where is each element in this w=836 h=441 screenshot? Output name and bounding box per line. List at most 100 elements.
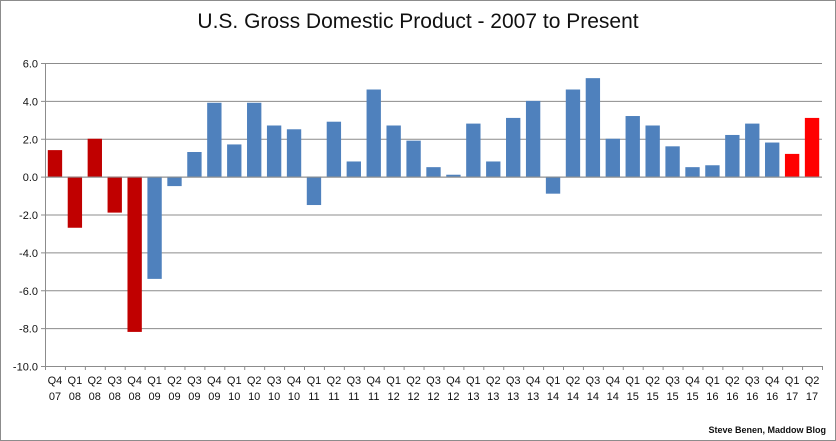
x-tick-label-quarter: Q2 [247, 375, 262, 387]
bar [665, 146, 680, 177]
x-tick-label-year: 13 [507, 391, 519, 403]
x-tick-label-quarter: Q4 [48, 375, 63, 387]
bar [426, 167, 441, 177]
x-tick-label-quarter: Q4 [446, 375, 461, 387]
x-tick-label-quarter: Q2 [486, 375, 501, 387]
x-tick-label-year: 14 [607, 391, 619, 403]
bar [266, 125, 282, 177]
bar-series [47, 78, 820, 332]
bar [227, 144, 242, 177]
y-tick-label: -8.0 [19, 324, 38, 336]
bar [87, 138, 102, 177]
chart-title: U.S. Gross Domestic Product - 2007 to Pr… [197, 10, 639, 33]
x-tick-label-year: 10 [288, 391, 300, 403]
bar [765, 142, 780, 177]
bar [784, 153, 800, 177]
x-tick-label-year: 10 [228, 391, 240, 403]
x-tick-label-year: 13 [467, 391, 479, 403]
x-tick-label-quarter: Q4 [207, 375, 222, 387]
bar [705, 165, 720, 177]
x-tick-label-year: 07 [49, 391, 61, 403]
bar [147, 176, 162, 279]
bar [47, 150, 63, 177]
bar [406, 140, 421, 177]
x-tick-label-quarter: Q3 [107, 375, 122, 387]
x-tick-label-quarter: Q1 [625, 375, 640, 387]
bar [645, 125, 660, 177]
bar [506, 117, 521, 177]
x-tick-label-year: 10 [268, 391, 280, 403]
y-tick-label: -10.0 [13, 362, 38, 374]
x-tick-label-year: 09 [148, 391, 160, 403]
x-tick-label-quarter: Q4 [127, 375, 142, 387]
y-tick-label: 0.0 [23, 172, 38, 184]
y-tick-label: 4.0 [23, 96, 38, 108]
x-tick-label-year: 16 [726, 391, 738, 403]
bar [167, 176, 182, 187]
x-tick-label-quarter: Q1 [386, 375, 401, 387]
x-tick-label-year: 15 [666, 391, 678, 403]
x-tick-label-year: 09 [168, 391, 180, 403]
bar [725, 134, 740, 177]
bar [446, 174, 461, 177]
x-tick-label-quarter: Q4 [526, 375, 541, 387]
bar [625, 116, 640, 177]
bar [346, 161, 361, 177]
x-tick-label-year: 14 [567, 391, 579, 403]
x-tick-label-year: 08 [69, 391, 81, 403]
y-axis: 6.0 4.0 2.0 0.0 -2.0 -4.0 -6.0 -8.0 -10.0 [13, 59, 46, 374]
x-tick-label-quarter: Q1 [546, 375, 561, 387]
x-tick-label-quarter: Q2 [805, 375, 820, 387]
x-axis: Q4 07 Q1 08 Q2 08 Q3 08 Q4 08 Q1 09 Q2 09 Q3 09 Q4 09 Q1 10… [45, 176, 823, 403]
x-tick-label-year: 11 [308, 391, 319, 403]
y-tick-label: -6.0 [19, 286, 38, 298]
x-tick-label-quarter: Q1 [785, 375, 800, 387]
bar [585, 78, 601, 177]
bar [207, 102, 222, 177]
x-tick-label-quarter: Q3 [665, 375, 680, 387]
x-tick-label-quarter: Q2 [566, 375, 581, 387]
x-tick-label-quarter: Q3 [346, 375, 361, 387]
y-tick-label: 6.0 [23, 59, 38, 71]
x-tick-label-year: 09 [188, 391, 200, 403]
bar [525, 100, 541, 177]
x-tick-label-quarter: Q2 [725, 375, 740, 387]
x-tick-label-quarter: Q4 [765, 375, 780, 387]
x-tick-label-year: 17 [786, 391, 798, 403]
bar [685, 167, 700, 177]
x-tick-label-quarter: Q4 [685, 375, 700, 387]
x-tick-label-quarter: Q2 [327, 375, 342, 387]
x-tick-label-year: 08 [89, 391, 101, 403]
x-tick-label-quarter: Q2 [167, 375, 182, 387]
x-tick-label-year: 12 [447, 391, 459, 403]
x-tick-label-year: 08 [129, 391, 141, 403]
x-tick-label-quarter: Q3 [745, 375, 760, 387]
x-tick-label-quarter: Q1 [68, 375, 83, 387]
x-tick-label-year: 16 [766, 391, 778, 403]
x-tick-label-year: 15 [627, 391, 639, 403]
bar [187, 152, 202, 177]
x-tick-label-quarter: Q2 [87, 375, 102, 387]
x-tick-label-year: 13 [487, 391, 499, 403]
bar [286, 129, 302, 177]
x-tick-label-year: 15 [686, 391, 698, 403]
x-tick-label-year: 12 [388, 391, 400, 403]
x-tick-label-quarter: Q1 [705, 375, 720, 387]
x-tick-label-year: 16 [706, 391, 718, 403]
bar [605, 138, 620, 177]
x-tick-label-quarter: Q2 [645, 375, 660, 387]
x-tick-label-quarter: Q4 [605, 375, 620, 387]
x-tick-label-quarter: Q1 [466, 375, 481, 387]
bar [107, 176, 122, 213]
bar [745, 123, 760, 177]
bar [366, 89, 381, 177]
bar [486, 161, 501, 177]
bar [306, 176, 322, 206]
x-tick-label-year: 11 [348, 391, 359, 403]
x-tick-label-year: 13 [527, 391, 539, 403]
bar [545, 176, 561, 194]
x-tick-label-year: 14 [587, 391, 599, 403]
x-tick-label-quarter: Q1 [227, 375, 242, 387]
bar [386, 125, 401, 177]
x-tick-label-quarter: Q4 [287, 375, 302, 387]
